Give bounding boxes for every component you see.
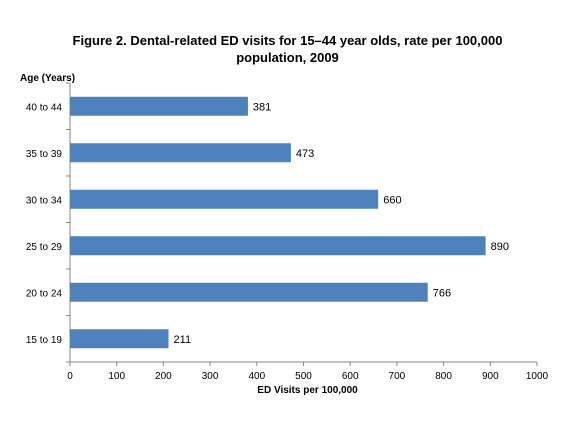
bar: [70, 96, 248, 116]
y-tick-label: 20 to 24: [26, 288, 63, 299]
chart-title-line-2: population, 2009: [236, 50, 339, 65]
y-tick-label: 40 to 44: [26, 102, 63, 113]
x-axis-title: ED Visits per 100,000: [257, 385, 358, 396]
x-tick-label: 1000: [526, 371, 549, 382]
bar: [70, 143, 291, 163]
y-tick-label: 25 to 29: [26, 242, 63, 253]
x-tick-label: 500: [295, 371, 312, 382]
chart-title-line-1: Figure 2. Dental-related ED visits for 1…: [72, 33, 503, 48]
y-tick-label: 15 to 19: [26, 335, 63, 346]
data-label: 381: [253, 101, 271, 113]
y-axis-title: Age (Years): [20, 73, 76, 84]
x-tick-label: 900: [482, 371, 499, 382]
x-tick-label: 300: [202, 371, 219, 382]
y-tick-label: 30 to 34: [26, 195, 63, 206]
x-tick-label: 0: [67, 371, 73, 382]
data-label: 473: [296, 148, 314, 160]
x-tick-label: 400: [248, 371, 265, 382]
data-label: 211: [174, 334, 192, 346]
data-label: 660: [383, 194, 401, 206]
x-tick-label: 800: [435, 371, 452, 382]
x-tick-label: 100: [108, 371, 125, 382]
data-label: 766: [433, 287, 451, 299]
x-tick-label: 600: [342, 371, 359, 382]
y-tick-label: 35 to 39: [26, 149, 63, 160]
x-tick-label: 700: [389, 371, 406, 382]
bar: [70, 236, 486, 256]
x-tick-label: 200: [155, 371, 172, 382]
bar: [70, 329, 169, 349]
bar: [70, 282, 428, 302]
data-label: 890: [491, 241, 509, 253]
bar: [70, 189, 379, 209]
